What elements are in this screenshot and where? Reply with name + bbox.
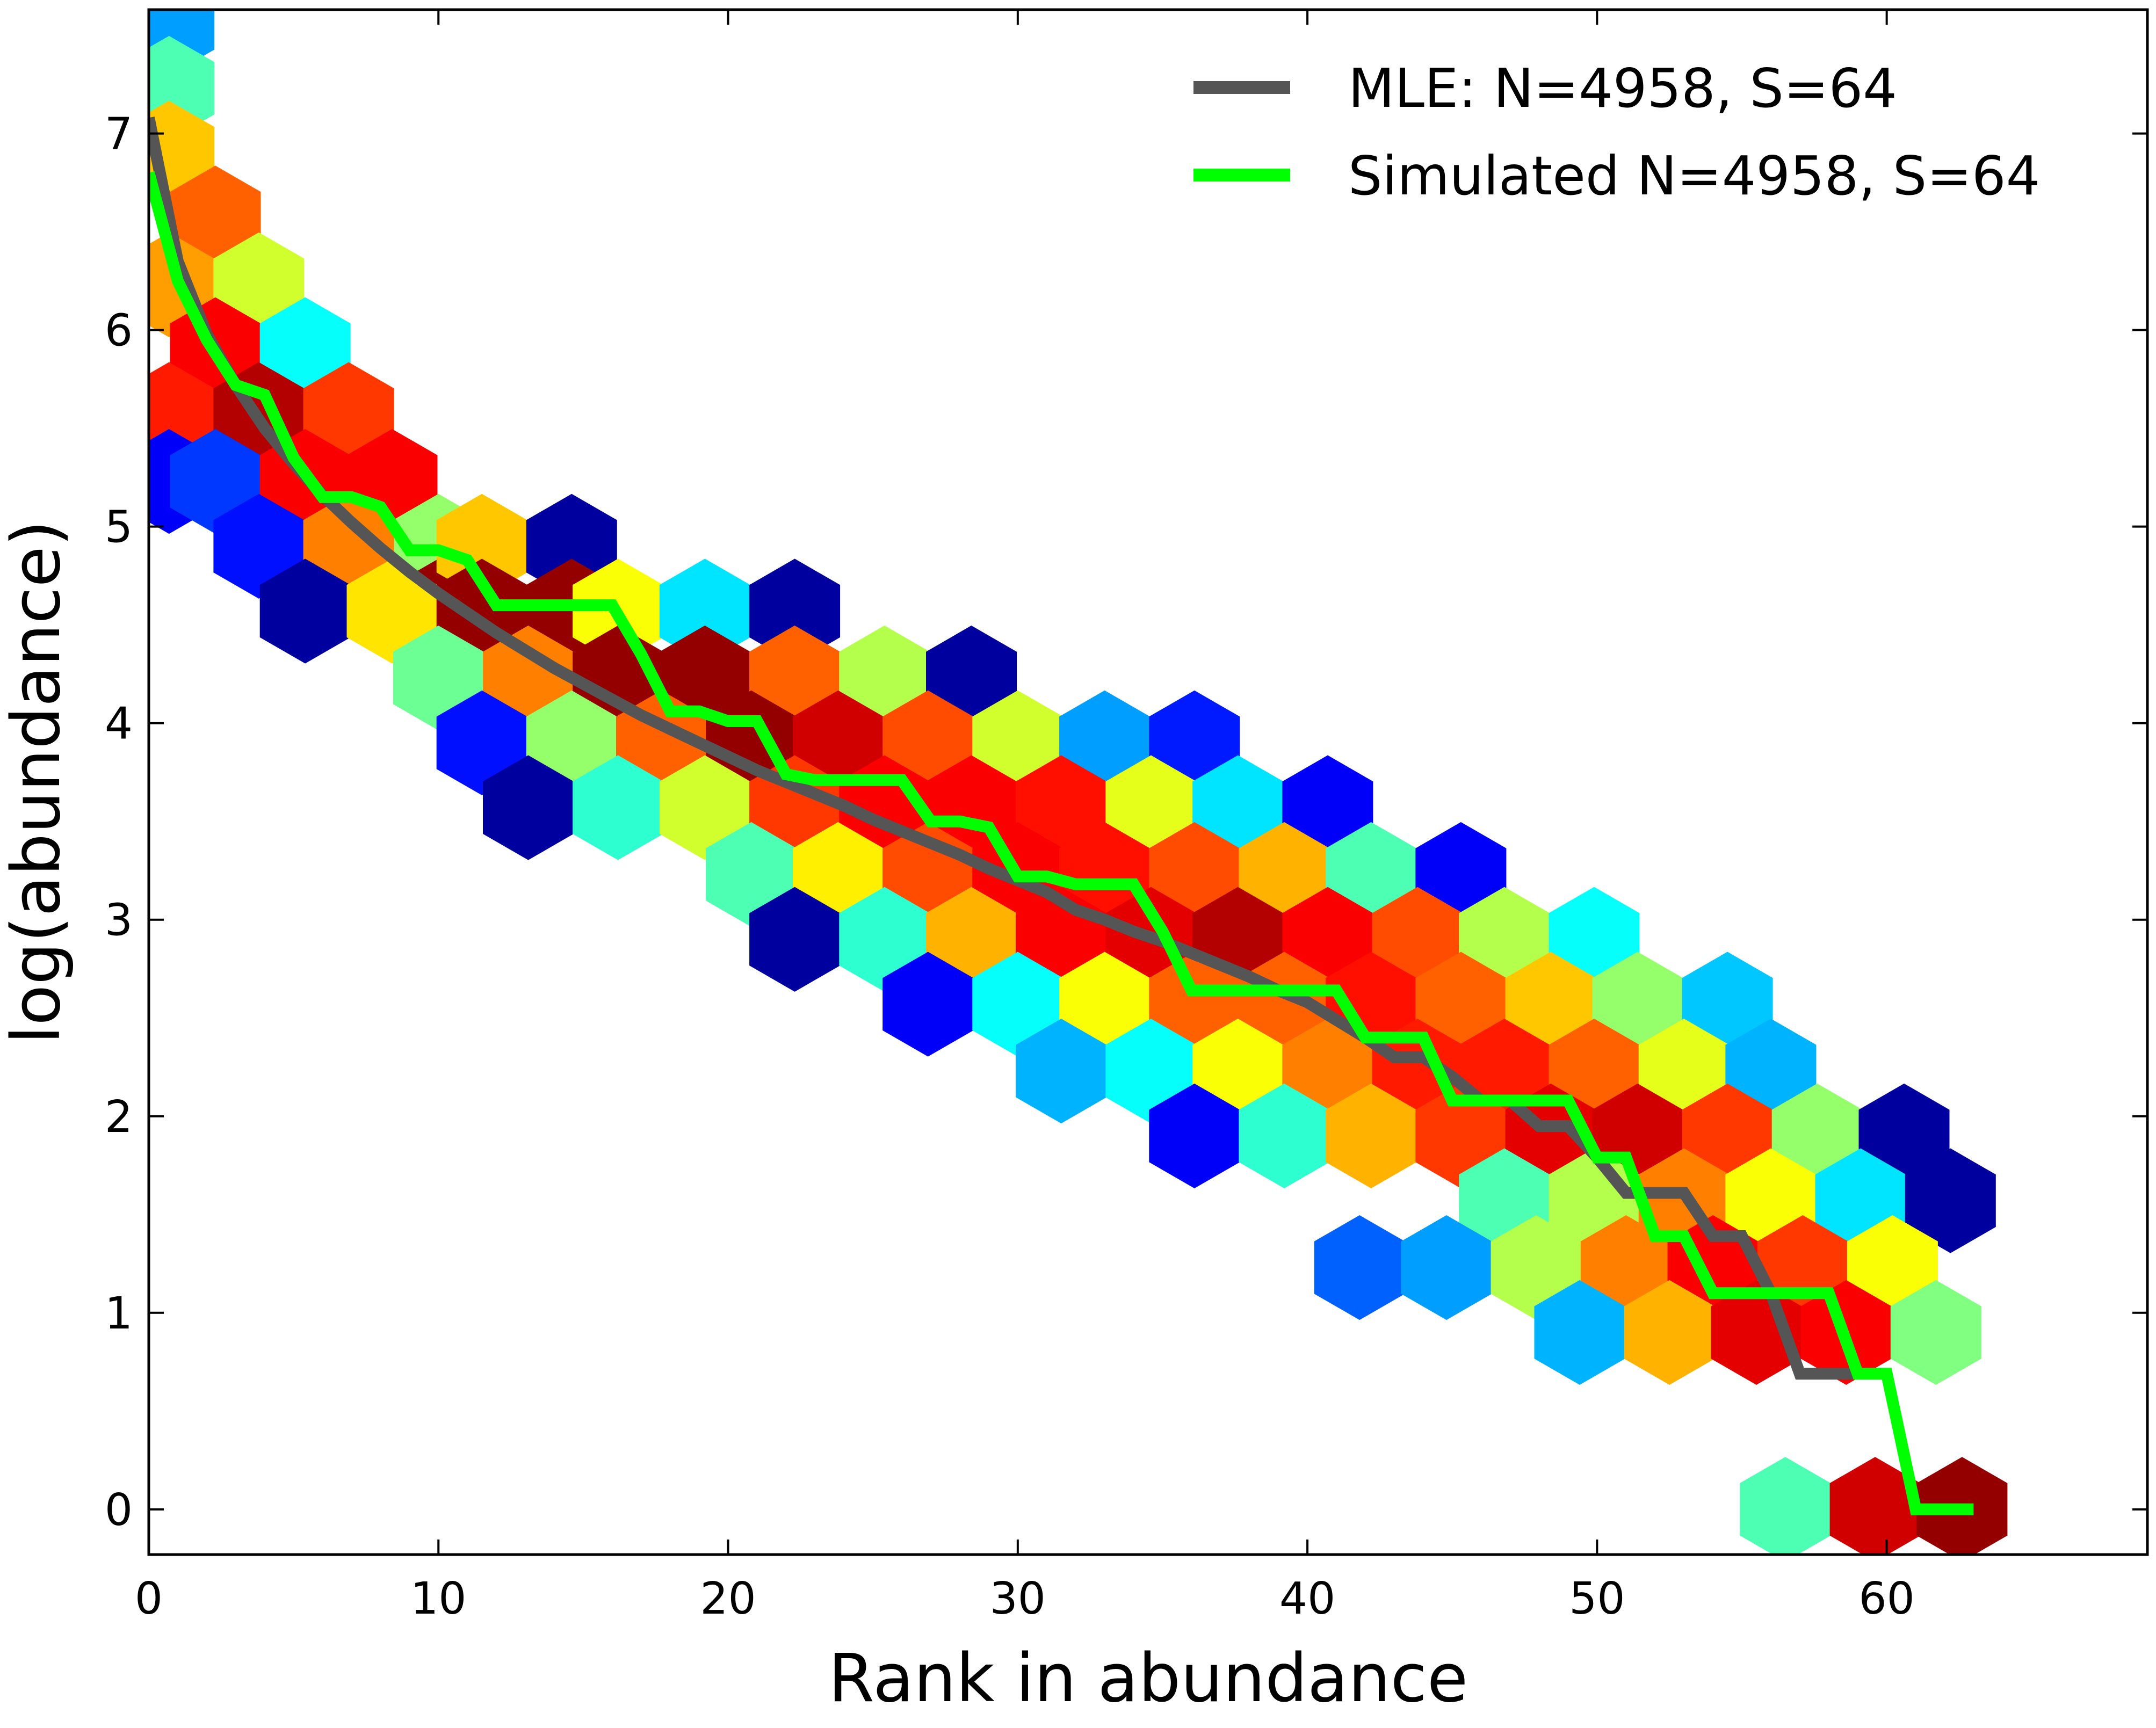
x-tick-label: 0 [135,1573,163,1624]
x-tick-label: 60 [1858,1573,1914,1624]
x-tick-label: 40 [1279,1573,1335,1624]
hex-cell [1740,1457,1831,1555]
y-tick-label: 0 [105,1485,133,1536]
y-tick-label: 1 [105,1288,133,1339]
y-axis-label: log(abundance) [0,520,75,1044]
y-tick-label: 2 [105,1092,133,1143]
hex-cell [1905,1148,1996,1253]
plot-frame [147,8,2149,1556]
hex-cell [1890,1280,1981,1385]
y-tick-label: 6 [105,306,133,357]
series-lines [149,117,1974,1515]
x-axis-label: Rank in abundance [828,1640,1468,1717]
y-tick-label: 4 [105,699,133,750]
x-tick-label: 30 [990,1573,1046,1624]
x-tick-label: 20 [700,1573,756,1624]
y-tick-label: 5 [105,502,133,553]
x-tick-label: 50 [1569,1573,1625,1624]
x-tick-label: 10 [410,1573,466,1624]
legend-label-simulated: Simulated N=4958, S=64 [1348,144,2040,207]
y-tick-label: 7 [105,109,133,160]
axis-ticks: 0 10 20 30 40 50 60 0 1 2 3 4 5 6 7 [105,10,2147,1624]
simulated-line [149,171,1974,1515]
hex-cell [1314,1215,1405,1320]
hexbin-cells [149,10,2008,1555]
y-tick-label: 3 [105,895,133,946]
legend: MLE: N=4958, S=64 Simulated N=4958, S=64 [1193,57,2040,207]
mle-line [149,117,1858,1380]
legend-label-mle: MLE: N=4958, S=64 [1348,57,1897,120]
